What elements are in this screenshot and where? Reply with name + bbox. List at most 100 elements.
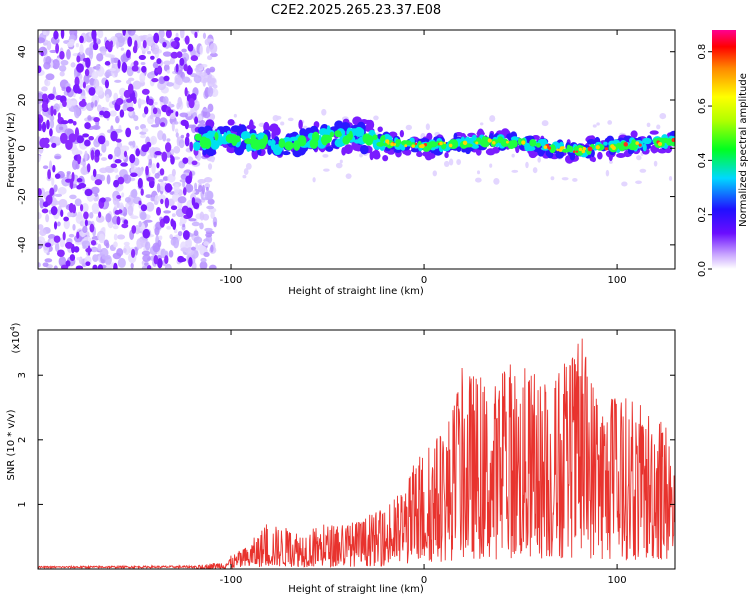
noise-blob (143, 106, 149, 115)
noise-speckle (113, 241, 118, 248)
noise-blob (72, 246, 77, 252)
halo-speckle (621, 181, 628, 187)
colorbar-gradient (712, 30, 736, 269)
noise-blob (40, 141, 45, 148)
signal-peak (506, 140, 509, 144)
noise-speckle (38, 92, 44, 104)
noise-speckle (173, 146, 181, 154)
noise-speckle (114, 79, 122, 83)
signal-blob (297, 139, 304, 144)
halo-speckle (321, 108, 327, 116)
noise-blob (130, 172, 138, 177)
noise-blob (92, 42, 99, 51)
noise-speckle (113, 233, 118, 241)
noise-speckle (162, 176, 169, 182)
spec-x-tick-label: -100 (220, 275, 243, 286)
signal-peak (420, 143, 425, 149)
noise-speckle (70, 62, 76, 68)
halo-speckle (207, 163, 213, 170)
noise-speckle (195, 64, 203, 70)
signal-blob (630, 130, 638, 139)
signal-blob (230, 125, 241, 133)
noise-blob (65, 139, 73, 151)
signal-blob (342, 135, 350, 145)
noise-blob (110, 130, 118, 142)
noise-blob (132, 45, 138, 54)
noise-blob (153, 254, 159, 265)
halo-speckle (425, 123, 430, 131)
noise-speckle (127, 205, 134, 216)
signal-blob (377, 126, 383, 133)
signal-blob (588, 140, 594, 145)
noise-speckle (213, 221, 217, 228)
noise-blob (82, 133, 90, 138)
noise-blob (182, 187, 187, 196)
noise-speckle (123, 174, 132, 184)
noise-speckle (156, 183, 161, 193)
signal-blob (382, 154, 389, 162)
noise-speckle (166, 138, 171, 142)
noise-speckle (150, 196, 155, 202)
noise-speckle (178, 139, 185, 149)
halo-speckle (668, 175, 673, 181)
noise-blob (120, 162, 128, 167)
noise-speckle (158, 179, 164, 183)
noise-speckle (117, 257, 126, 268)
noise-speckle (90, 101, 94, 108)
noise-speckle (145, 194, 153, 199)
noise-blob (156, 58, 162, 65)
halo-speckle (511, 153, 515, 158)
noise-speckle (202, 108, 211, 112)
noise-speckle (182, 223, 186, 228)
halo-speckle (345, 173, 352, 179)
signal-blob (573, 146, 579, 155)
signal-blob (320, 136, 328, 143)
halo-speckle (493, 178, 500, 185)
noise-blob (164, 197, 170, 209)
noise-blob (50, 205, 58, 216)
noise-speckle (159, 182, 167, 192)
noise-speckle (65, 98, 73, 109)
noise-blob (110, 163, 118, 169)
halo-speckle (609, 160, 613, 164)
noise-speckle (152, 242, 161, 253)
noise-blob (46, 119, 50, 130)
noise-blob (131, 225, 137, 234)
colorbar-tick-label: 0.4 (697, 152, 708, 168)
noise-speckle (192, 190, 196, 194)
noise-blob (84, 219, 88, 227)
signal-blob (400, 145, 406, 151)
noise-speckle (51, 58, 60, 70)
noise-speckle (179, 30, 185, 39)
noise-blob (179, 257, 187, 262)
signal-blob (369, 151, 374, 161)
noise-blob (194, 31, 198, 39)
noise-blob (115, 97, 124, 106)
signal-peak (543, 145, 548, 149)
signal-blob (381, 134, 386, 142)
noise-speckle (177, 96, 183, 108)
noise-speckle (76, 257, 81, 261)
noise-speckle (84, 150, 88, 162)
noise-speckle (122, 99, 126, 104)
noise-speckle (168, 249, 174, 258)
noise-blob (189, 141, 194, 152)
noise-speckle (200, 257, 207, 263)
noise-speckle (199, 211, 205, 221)
noise-speckle (123, 248, 127, 253)
halo-speckle (272, 114, 279, 122)
noise-speckle (95, 64, 100, 71)
noise-blob (68, 202, 75, 213)
noise-speckle (166, 225, 172, 230)
noise-speckle (144, 262, 149, 266)
noise-blob (87, 245, 91, 256)
signal-peak (623, 142, 629, 147)
halo-speckle (287, 117, 294, 122)
signal-peak (387, 142, 390, 145)
halo-speckle (323, 168, 330, 172)
signal-blob (667, 138, 672, 144)
signal-blob (348, 130, 353, 141)
noise-speckle (98, 233, 106, 244)
noise-blob (113, 262, 118, 269)
